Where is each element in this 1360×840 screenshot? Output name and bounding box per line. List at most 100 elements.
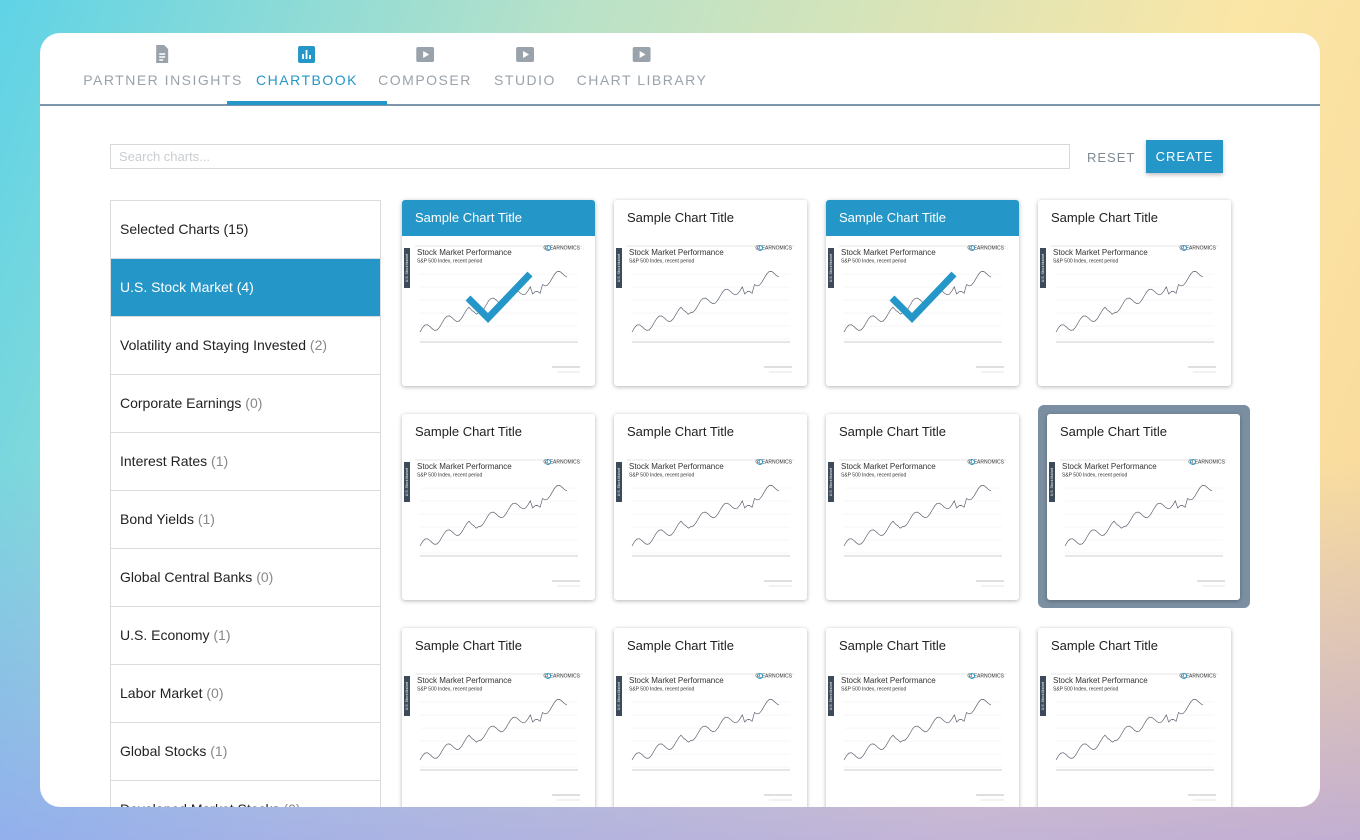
check-mark <box>465 271 533 324</box>
reset-button[interactable]: RESET <box>1087 150 1136 165</box>
tab-icon <box>632 47 651 62</box>
thumb-side-bar <box>404 676 410 716</box>
thumb-subtitle: S&P 500 Index, recent period <box>417 472 482 478</box>
category-item[interactable]: Global Stocks (1) <box>111 723 380 781</box>
thumb-line <box>843 485 992 547</box>
chart-card[interactable]: Sample Chart Title CLEARNOMICS Stock Marke… <box>614 628 807 807</box>
category-item[interactable]: Interest Rates (1) <box>111 433 380 491</box>
category-name: Bond Yields <box>120 511 194 527</box>
category-item[interactable]: Selected Charts (15) <box>111 201 380 259</box>
tab-label: CHART LIBRARY <box>576 72 708 88</box>
thumb-logo <box>969 245 975 251</box>
thumb-logo <box>969 673 975 679</box>
category-name: Global Central Banks <box>120 569 253 585</box>
thumb-logo <box>545 673 551 679</box>
thumb-subtitle: S&P 500 Index, recent period <box>841 258 906 264</box>
tab-icon <box>515 47 534 62</box>
create-button[interactable]: CREATE <box>1146 140 1223 173</box>
thumb-title: Stock Market Performance <box>417 462 512 471</box>
thumb-logo <box>969 459 975 465</box>
card-title: Sample Chart Title <box>826 200 1019 236</box>
thumb-side-bar <box>404 462 410 502</box>
tab-label: STUDIO <box>494 72 556 88</box>
chart-card[interactable]: Sample Chart Title CLEARNOMICS Stock Marke… <box>1038 200 1231 386</box>
card-title: Sample Chart Title <box>627 424 734 439</box>
category-item[interactable]: U.S. Economy (1) <box>111 607 380 665</box>
chart-card[interactable]: Sample Chart Title CLEARNOMICS Stock Marke… <box>402 200 595 386</box>
category-count: (1) <box>211 453 229 469</box>
thumb-side-bar <box>828 462 834 502</box>
thumb-side-label: U.S. Stock Market <box>617 468 621 496</box>
nav-tab[interactable]: COMPOSER <box>378 33 472 105</box>
thumb-line <box>1064 485 1213 547</box>
category-item[interactable]: Bond Yields (1) <box>111 491 380 549</box>
tab-label: COMPOSER <box>378 72 472 88</box>
card-title: Sample Chart Title <box>415 424 522 439</box>
category-item[interactable]: Developed Market Stocks (0) <box>111 781 380 807</box>
thumb-subtitle: S&P 500 Index, recent period <box>417 686 482 692</box>
category-count: (0) <box>206 685 224 701</box>
card-title: Sample Chart Title <box>627 210 734 225</box>
nav-tab[interactable]: CHARTBOOK <box>256 33 358 105</box>
thumb-side-bar <box>616 676 622 716</box>
nav-tab[interactable]: CHART LIBRARY <box>577 33 708 105</box>
thumb-line <box>843 699 992 761</box>
thumb-title: Stock Market Performance <box>841 676 936 685</box>
chart-card[interactable]: Sample Chart Title CLEARNOMICS Stock Marke… <box>614 414 807 600</box>
search-input[interactable]: Search charts... <box>110 144 1070 169</box>
category-item[interactable]: Global Central Banks (0) <box>111 549 380 607</box>
chart-card[interactable]: Sample Chart Title CLEARNOMICS Stock Marke… <box>826 628 1019 807</box>
category-item[interactable]: Volatility and Staying Invested (2) <box>111 317 380 375</box>
chart-card[interactable]: Sample Chart Title CLEARNOMICS Stock Marke… <box>826 414 1019 600</box>
card-title: Sample Chart Title <box>402 200 595 236</box>
category-count: (1) <box>213 627 231 643</box>
thumb-title: Stock Market Performance <box>1062 462 1157 471</box>
category-item[interactable]: Labor Market (0) <box>111 665 380 723</box>
thumb-title: Stock Market Performance <box>629 676 724 685</box>
tab-icon <box>156 45 168 63</box>
thumb-side-bar <box>404 248 410 288</box>
chart-card[interactable]: Sample Chart Title CLEARNOMICS Stock Marke… <box>826 200 1019 386</box>
thumb-title: Stock Market Performance <box>629 248 724 257</box>
tab-divider <box>40 104 1320 106</box>
card-title: Sample Chart Title <box>1051 638 1158 653</box>
thumb-subtitle: S&P 500 Index, recent period <box>1062 472 1127 478</box>
category-name: Global Stocks <box>120 743 207 759</box>
nav-tab[interactable]: PARTNER INSIGHTS <box>83 33 243 105</box>
thumb-subtitle: S&P 500 Index, recent period <box>1053 686 1118 692</box>
category-name: Interest Rates <box>120 453 208 469</box>
category-name: Labor Market <box>120 685 203 701</box>
category-item[interactable]: Corporate Earnings (0) <box>111 375 380 433</box>
tab-icon <box>298 46 315 63</box>
chart-card[interactable]: Sample Chart Title CLEARNOMICS Stock Marke… <box>402 628 595 807</box>
category-count: (4) <box>236 279 254 295</box>
thumb-side-label: U.S. Stock Market <box>617 254 621 282</box>
thumb-subtitle: S&P 500 Index, recent period <box>629 686 694 692</box>
thumb-brand: CLEARNOMICS <box>755 673 792 679</box>
thumb-side-bar <box>1040 676 1046 716</box>
category-item[interactable]: U.S. Stock Market (4) <box>111 259 380 317</box>
thumb-title: Stock Market Performance <box>629 462 724 471</box>
app-panel: Search charts... RESET CREATE Selected C… <box>40 33 1320 807</box>
thumb-brand: CLEARNOMICS <box>1179 673 1216 679</box>
thumb-title: Stock Market Performance <box>1053 676 1148 685</box>
thumb-line <box>419 699 568 761</box>
thumb-line <box>419 485 568 547</box>
nav-tab[interactable]: STUDIO <box>494 33 556 105</box>
chart-card[interactable]: Sample Chart Title CLEARNOMICS Stock Marke… <box>1047 414 1240 600</box>
chart-card[interactable]: Sample Chart Title CLEARNOMICS Stock Marke… <box>614 200 807 386</box>
chart-card[interactable]: Sample Chart Title CLEARNOMICS Stock Marke… <box>1038 628 1231 807</box>
thumb-subtitle: S&P 500 Index, recent period <box>1053 258 1118 264</box>
thumb-title: Stock Market Performance <box>841 462 936 471</box>
category-list: Selected Charts (15) U.S. Stock Market (… <box>110 200 381 807</box>
thumb-side-label: U.S. Stock Market <box>617 682 621 710</box>
chart-card[interactable]: Sample Chart Title CLEARNOMICS Stock Marke… <box>402 414 595 600</box>
thumb-line <box>1055 271 1204 333</box>
